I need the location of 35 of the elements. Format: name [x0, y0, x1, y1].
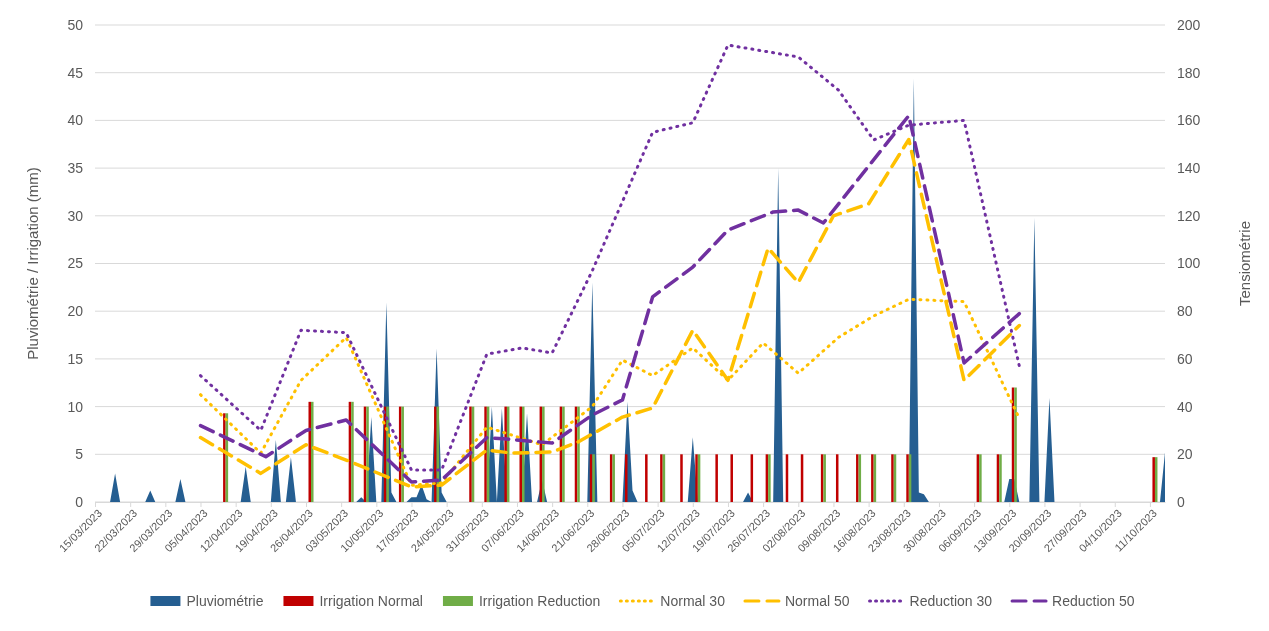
y2-tick-label: 140 [1177, 160, 1201, 177]
y2-tick-label: 20 [1177, 446, 1193, 463]
y2-tick-label: 180 [1177, 64, 1201, 81]
legend-label: Normal 30 [660, 593, 726, 609]
y2-tick-label: 0 [1177, 493, 1185, 510]
legend-label: Pluviométrie [186, 593, 264, 609]
y-tick-label: 40 [67, 112, 84, 129]
y-axis-title: Pluviométrie / Irrigation (mm) [24, 167, 41, 360]
y2-tick-label: 80 [1177, 303, 1193, 320]
y-tick-label: 30 [67, 207, 84, 224]
legend-label: Reduction 50 [1052, 593, 1135, 609]
y-tick-label: 20 [67, 303, 84, 320]
y2-tick-label: 60 [1177, 350, 1193, 367]
legend-label: Irrigation Normal [319, 593, 423, 609]
bar [645, 454, 648, 502]
y2-tick-label: 120 [1177, 207, 1201, 224]
y-tick-label: 25 [67, 255, 84, 272]
y-tick-label: 10 [67, 398, 84, 415]
y-tick-label: 5 [75, 446, 84, 463]
y-tick-label: 45 [67, 64, 84, 81]
y2-tick-label: 160 [1177, 112, 1201, 129]
y-tick-label: 0 [75, 493, 84, 510]
legend-label: Normal 50 [784, 593, 850, 609]
bar [715, 454, 718, 502]
y2-tick-label: 100 [1177, 255, 1201, 272]
legend-label: Irrigation Reduction [478, 593, 601, 609]
y2-axis-title: Tensiométrie [1236, 220, 1253, 307]
y2-tick-label: 40 [1177, 398, 1193, 415]
legend-label: Reduction 30 [909, 593, 993, 609]
y2-tick-label: 200 [1177, 16, 1201, 33]
y-tick-label: 50 [67, 16, 84, 33]
y-tick-label: 15 [67, 350, 84, 367]
y-tick-label: 35 [67, 160, 84, 177]
bar [730, 454, 733, 502]
bar [680, 454, 683, 502]
